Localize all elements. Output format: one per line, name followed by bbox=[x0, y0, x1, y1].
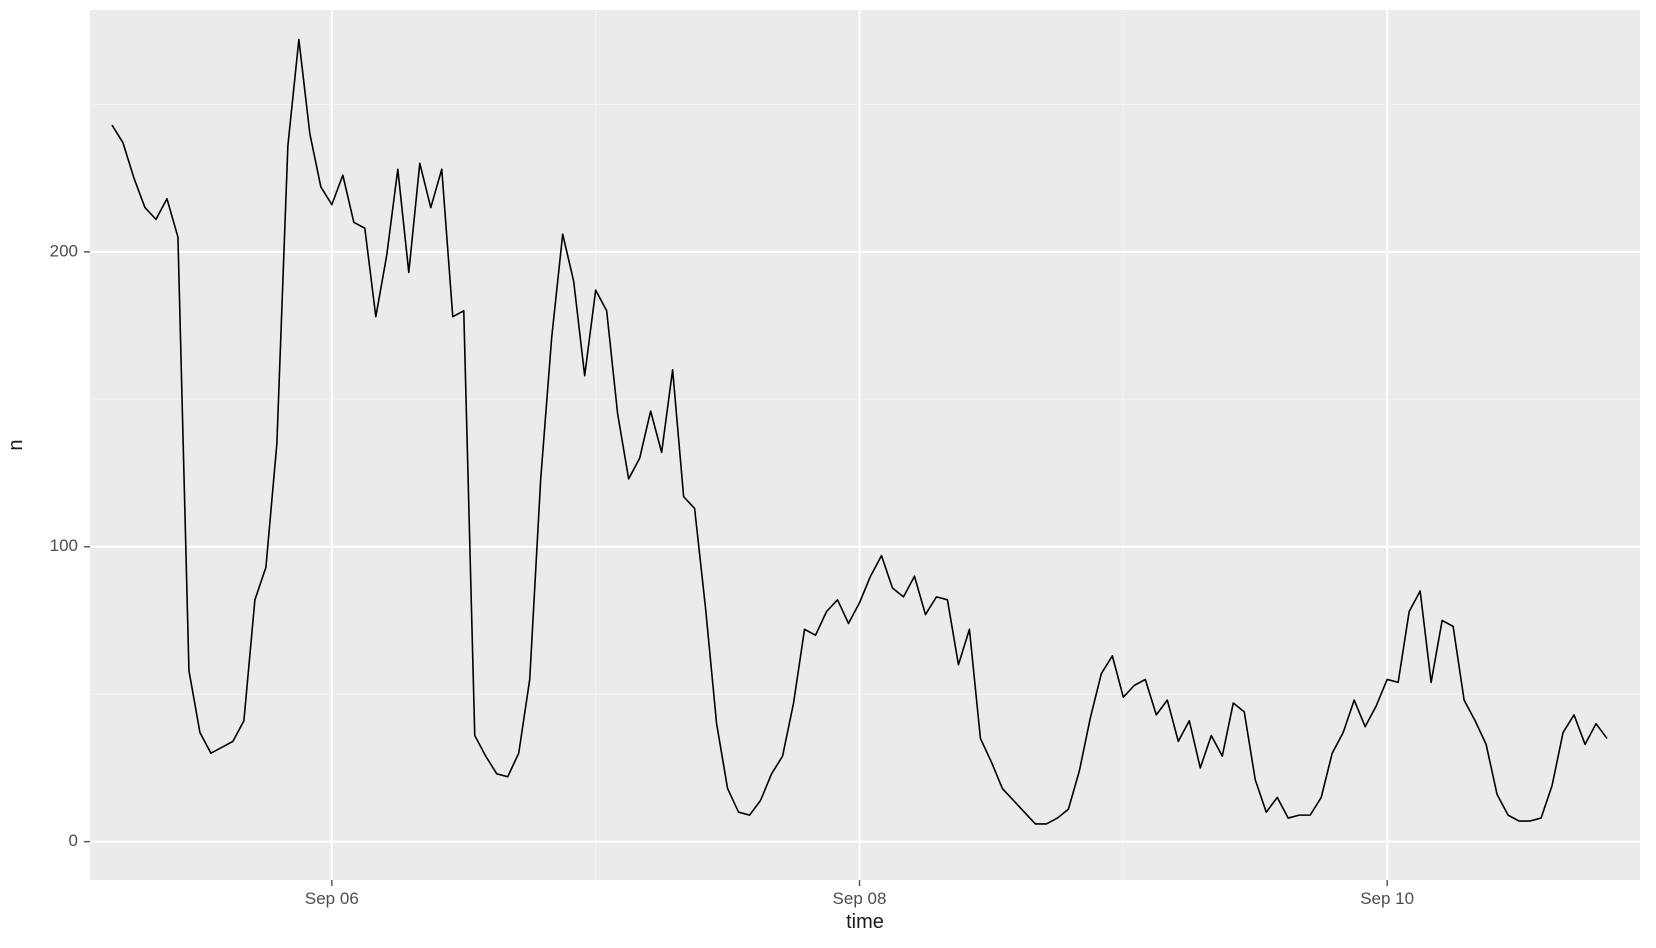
chart-svg: 0 100 200 Sep 06 Sep 08 Sep 10 time n bbox=[0, 0, 1656, 948]
x-tick-label: Sep 10 bbox=[1360, 889, 1414, 908]
x-tick-label: Sep 06 bbox=[305, 889, 359, 908]
y-axis-title: n bbox=[5, 439, 27, 450]
y-tick-label: 100 bbox=[50, 536, 78, 555]
x-axis-title: time bbox=[846, 911, 884, 933]
y-tick-label: 0 bbox=[69, 831, 78, 850]
y-tick-label: 200 bbox=[50, 241, 78, 260]
x-tick-label: Sep 08 bbox=[833, 889, 887, 908]
plot-panel bbox=[90, 10, 1640, 880]
line-chart: 0 100 200 Sep 06 Sep 08 Sep 10 time n bbox=[0, 0, 1656, 948]
